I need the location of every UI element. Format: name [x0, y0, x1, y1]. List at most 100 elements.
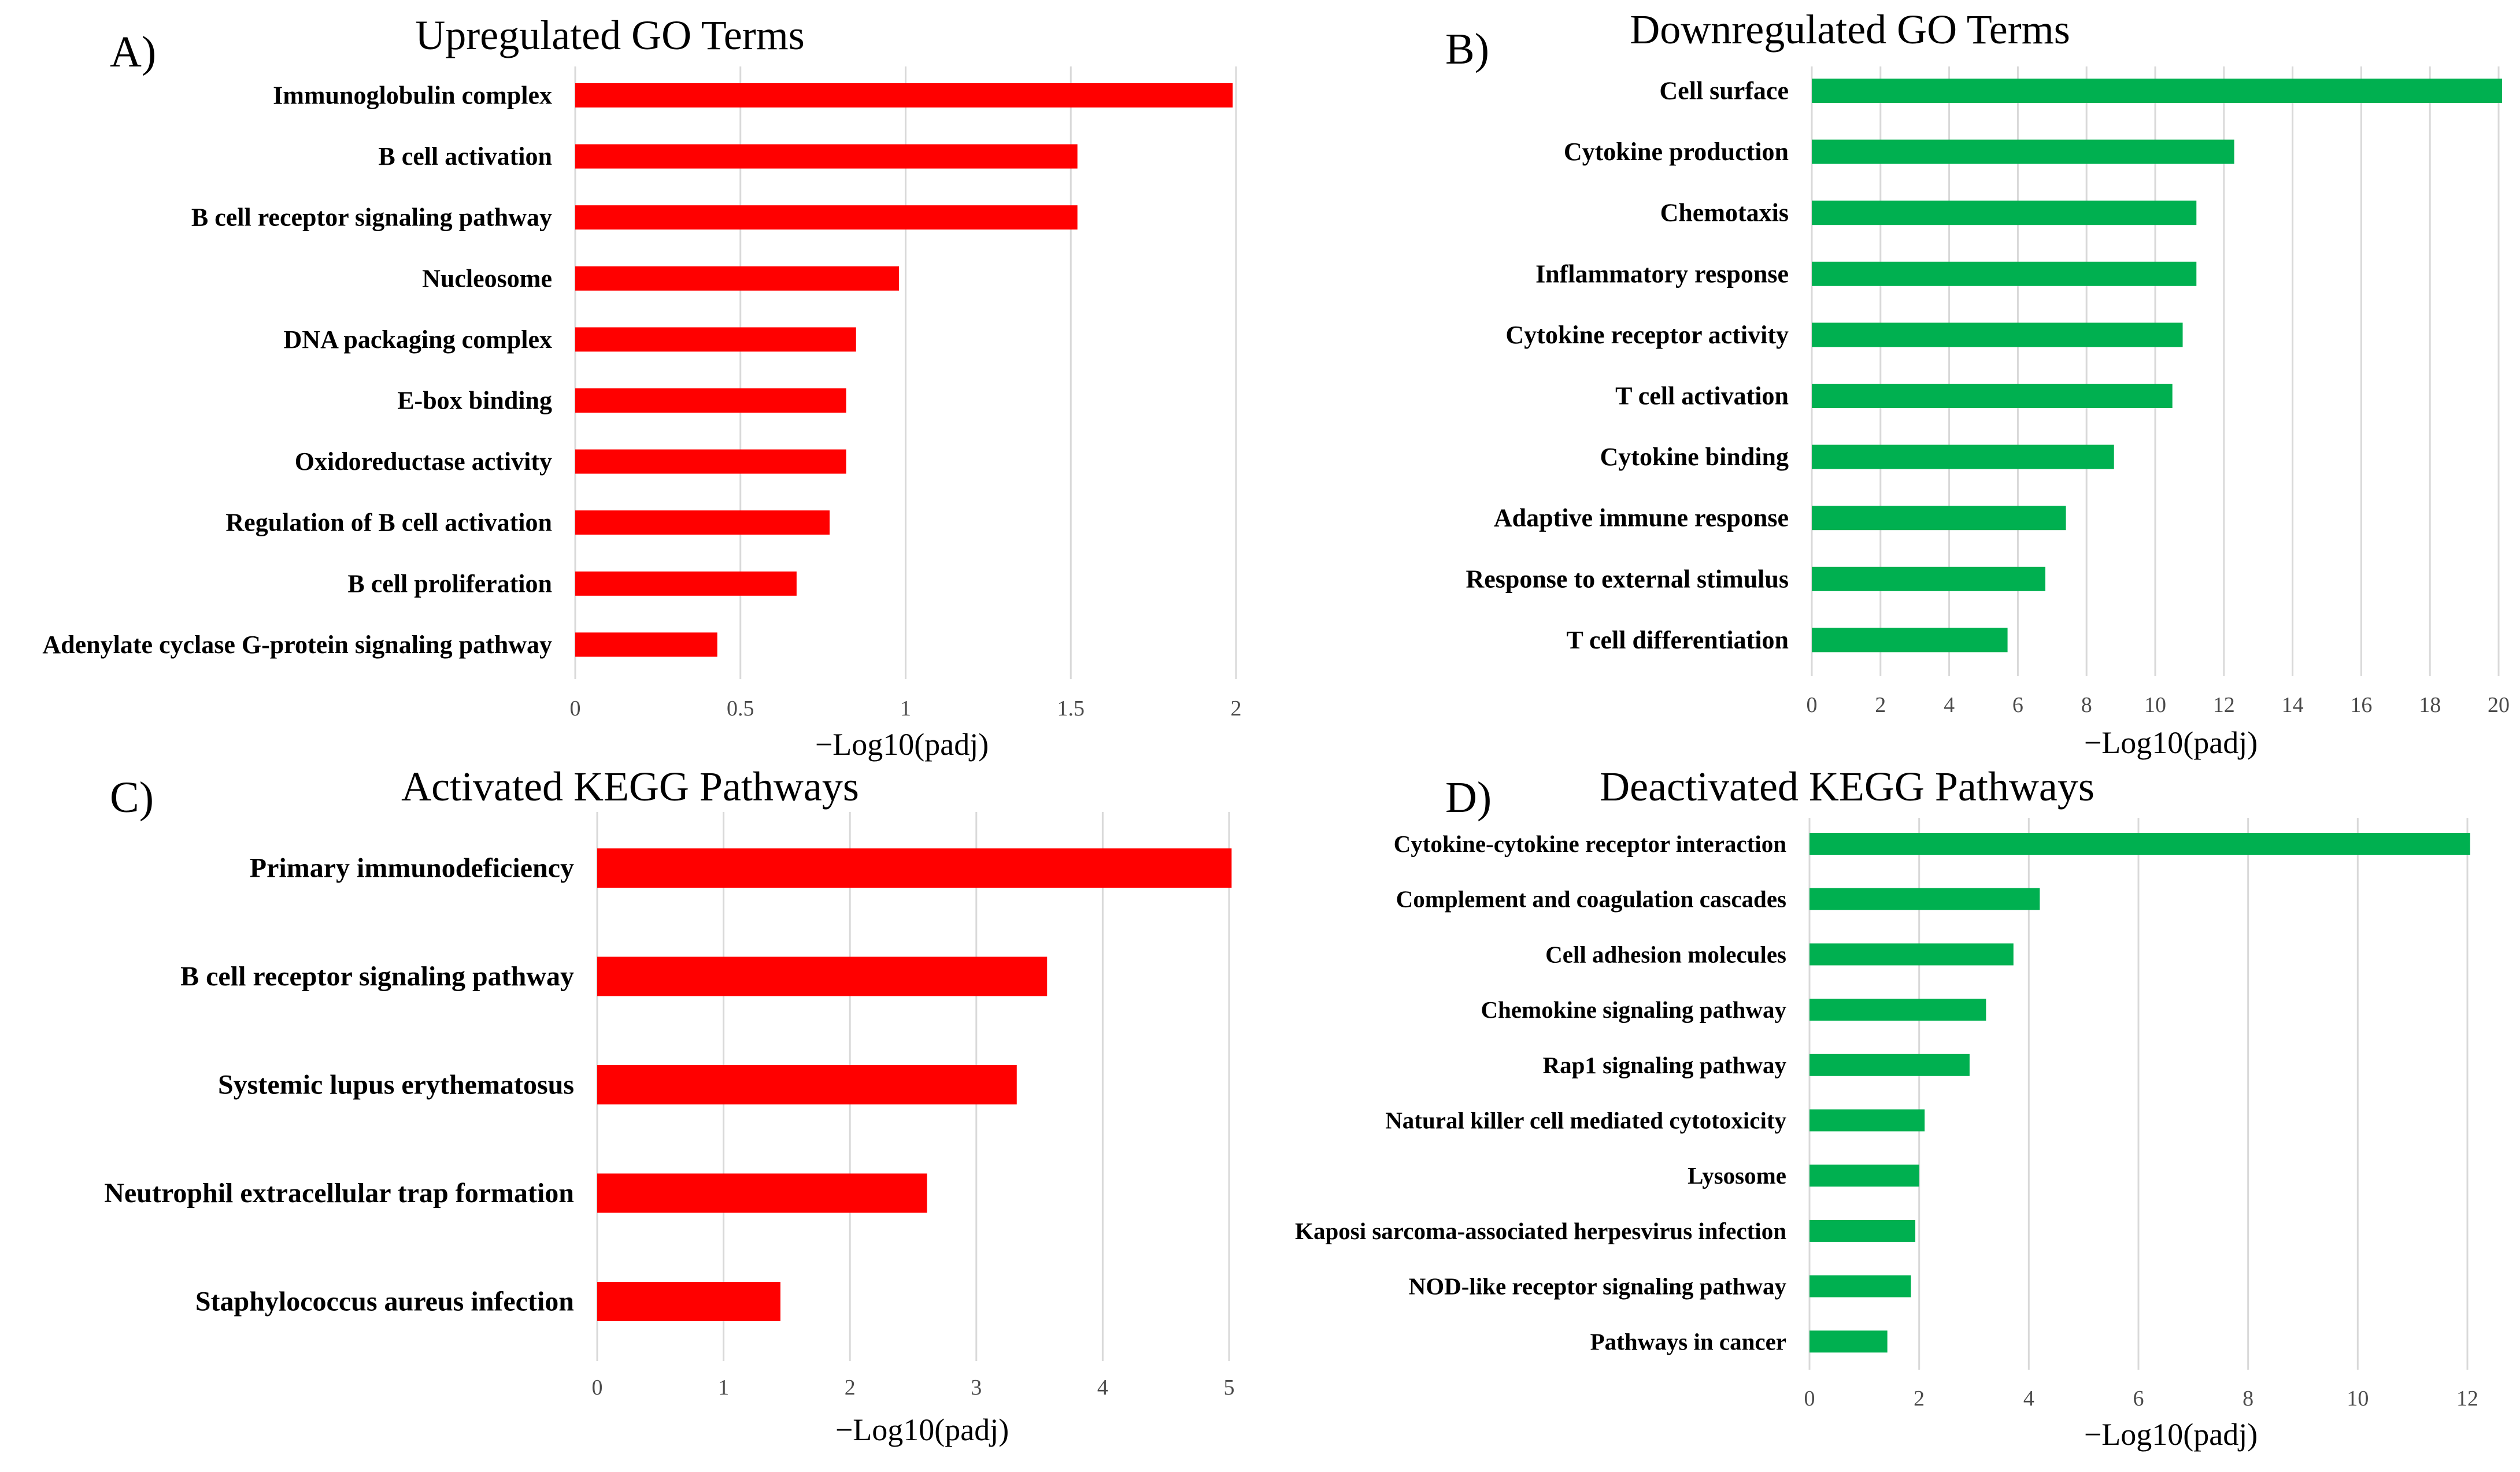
bar [597, 1173, 927, 1213]
chart-title: Activated KEGG Pathways [401, 763, 859, 810]
category-label: T cell activation [1615, 382, 1789, 410]
bar [1809, 943, 2014, 966]
category-label: Oxidoreductase activity [295, 447, 552, 476]
panel-label: B) [1445, 25, 1489, 73]
category-label: Cytokine binding [1600, 443, 1789, 471]
bar [1809, 1330, 1888, 1353]
x-tick-label: 2 [1231, 696, 1242, 721]
x-tick-label: 5 [1224, 1375, 1235, 1400]
category-label: Chemokine signaling pathway [1481, 996, 1786, 1023]
category-label: B cell proliferation [347, 569, 552, 598]
x-axis-label: −Log10(padj) [2084, 725, 2258, 760]
category-label: Immunoglobulin complex [273, 81, 552, 110]
panel-downregulated-go-terms: B) Downregulated GO Terms Cell surface Cy… [1445, 6, 2510, 760]
category-label: Systemic lupus erythematosus [218, 1070, 574, 1100]
bar [597, 1282, 780, 1321]
panel-upregulated-go-terms: A) Upregulated GO Terms Immunoglobulin c… [42, 12, 1241, 762]
bar [1812, 139, 2234, 164]
x-tick-label: 18 [2419, 693, 2441, 717]
x-tick-label: 4 [2023, 1386, 2034, 1411]
x-tick-label: 1 [900, 696, 911, 721]
bar [1812, 201, 2197, 225]
panel-activated-kegg-pathways: C) Activated KEGG Pathways Primary immun… [104, 763, 1234, 1447]
x-tick-label: 8 [2081, 693, 2092, 717]
category-label: Cytokine-cytokine receptor interaction [1394, 830, 1787, 857]
bar [575, 205, 1078, 230]
x-axis-label: −Log10(padj) [835, 1412, 1009, 1447]
category-label: Cell adhesion molecules [1545, 941, 1786, 967]
x-tick-label: 10 [2144, 693, 2166, 717]
bar [597, 848, 1232, 888]
category-label: NOD-like receptor signaling pathway [1409, 1273, 1787, 1300]
category-label: Primary immunodeficiency [250, 853, 574, 884]
category-label: Chemotaxis [1660, 199, 1789, 227]
category-label: Staphylococcus aureus infection [195, 1286, 574, 1317]
chart-title: Downregulated GO Terms [1630, 6, 2070, 53]
category-label: Pathways in cancer [1590, 1328, 1786, 1355]
x-tick-label: 0 [1807, 693, 1818, 717]
x-tick-label: 10 [2347, 1386, 2369, 1411]
category-label: Cytokine receptor activity [1505, 321, 1789, 349]
x-tick-label: 2 [845, 1375, 856, 1400]
category-label: B cell activation [378, 142, 552, 170]
category-label: DNA packaging complex [284, 325, 552, 354]
category-label: Complement and coagulation cascades [1396, 886, 1786, 913]
category-label: Adaptive immune response [1494, 504, 1789, 532]
panel-deactivated-kegg-pathways: D) Deactivated KEGG Pathways Cytokine-cy… [1295, 763, 2478, 1452]
category-label: B cell receptor signaling pathway [191, 203, 552, 232]
chart-title: Upregulated GO Terms [415, 12, 804, 58]
x-tick-label: 6 [2133, 1386, 2144, 1411]
bar [575, 388, 846, 413]
bar [1812, 322, 2183, 347]
category-label: E-box binding [397, 387, 552, 415]
bar [1809, 1165, 1919, 1187]
category-label: Regulation of B cell activation [225, 509, 552, 537]
x-tick-label: 4 [1944, 693, 1955, 717]
x-tick-label: 8 [2243, 1386, 2253, 1411]
x-tick-label: 16 [2350, 693, 2372, 717]
x-tick-label: 4 [1097, 1375, 1108, 1400]
bar [575, 571, 797, 596]
bar [1809, 888, 2040, 910]
bar [575, 510, 830, 535]
panel-label: A) [110, 28, 156, 76]
bar [1809, 833, 2470, 855]
chart-title: Deactivated KEGG Pathways [1600, 763, 2095, 810]
bar [1812, 384, 2173, 408]
x-tick-label: 1 [718, 1375, 729, 1400]
category-label: Nucleosome [422, 264, 552, 292]
category-label: Rap1 signaling pathway [1542, 1052, 1786, 1078]
bar [1812, 444, 2114, 469]
category-label: Kaposi sarcoma-associated herpesvirus in… [1295, 1218, 1786, 1244]
category-label: Lysosome [1688, 1162, 1786, 1189]
x-tick-label: 2 [1914, 1386, 1925, 1411]
bar [1812, 506, 2066, 531]
x-tick-label: 0 [1804, 1386, 1815, 1411]
bar [1809, 1109, 1925, 1132]
x-tick-label: 1.5 [1057, 696, 1085, 721]
bar [597, 1065, 1017, 1104]
x-tick-label: 0 [592, 1375, 603, 1400]
category-label: Adenylate cyclase G-protein signaling pa… [42, 631, 552, 659]
x-tick-label: 14 [2282, 693, 2304, 717]
x-tick-label: 2 [1875, 693, 1886, 717]
bar [1809, 1054, 1970, 1076]
bar [575, 83, 1233, 107]
bar [575, 144, 1078, 169]
category-label: Neutrophil extracellular trap formation [104, 1178, 574, 1208]
x-tick-label: 6 [2012, 693, 2023, 717]
category-label: T cell differentiation [1566, 626, 1789, 654]
bar [575, 449, 846, 474]
panel-label: C) [110, 773, 154, 822]
x-tick-label: 12 [2456, 1386, 2478, 1411]
bar [1812, 566, 2045, 591]
x-axis-label: −Log10(padj) [2084, 1417, 2258, 1452]
bar [575, 632, 717, 657]
category-label: Inflammatory response [1535, 259, 1789, 288]
bar [1809, 1219, 1916, 1242]
category-label: Natural killer cell mediated cytotoxicit… [1385, 1107, 1786, 1134]
x-axis-label: −Log10(padj) [815, 727, 989, 762]
panel-label: D) [1445, 773, 1492, 822]
x-tick-label: 0 [570, 696, 581, 721]
